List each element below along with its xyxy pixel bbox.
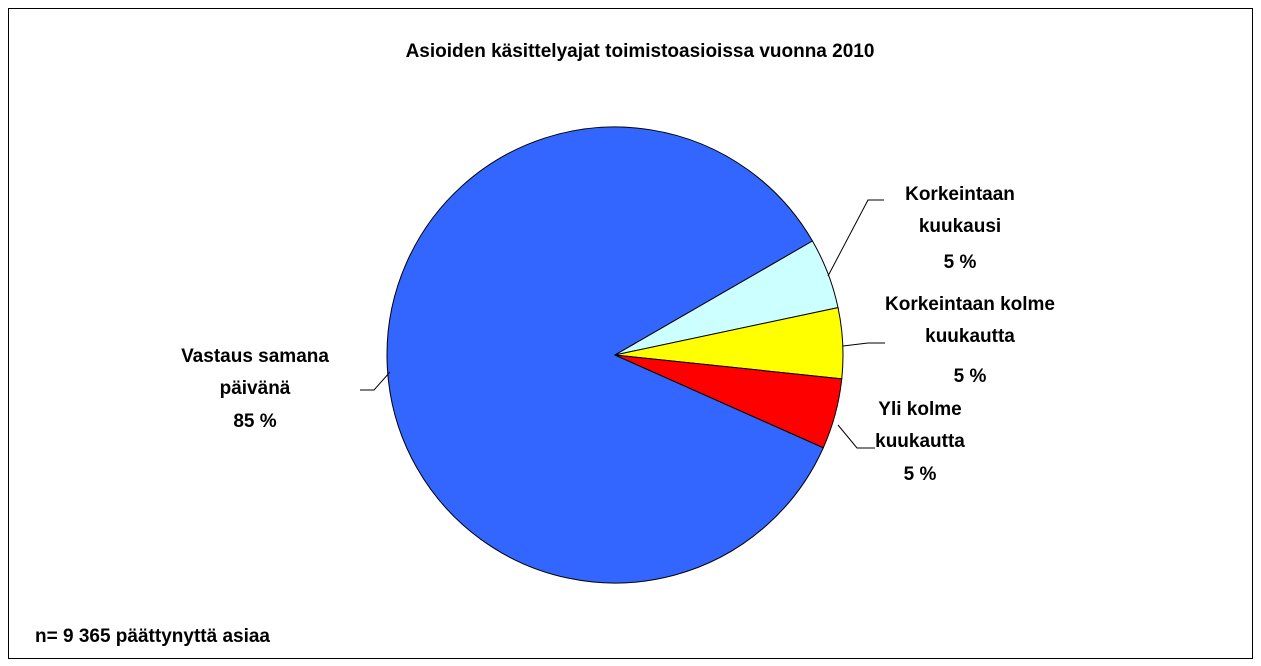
slice-label: Korkeintaan kuukausi [905,184,1015,237]
leader-line [360,371,391,391]
slice-value-label: 5 % [954,366,987,387]
footnote: n= 9 365 päättynyttä asiaa [35,626,270,647]
pie-slice [386,126,824,584]
slice-value-label: 5 % [904,464,937,485]
leader-line [827,199,884,277]
chart-title: Asioiden käsittelyajat toimistoasioissa … [406,41,875,62]
leader-line [837,424,875,449]
leader-line [842,342,885,347]
slice-label: Korkeintaan kolme kuukautta [885,294,1055,347]
pie-slice [614,354,843,449]
slice-value-label: 5 % [944,252,977,273]
slice-value-label: 85 % [233,411,276,432]
slice-label: Vastaus samana päivänä [181,346,329,399]
slice-label: Yli kolme kuukautta [875,399,965,452]
